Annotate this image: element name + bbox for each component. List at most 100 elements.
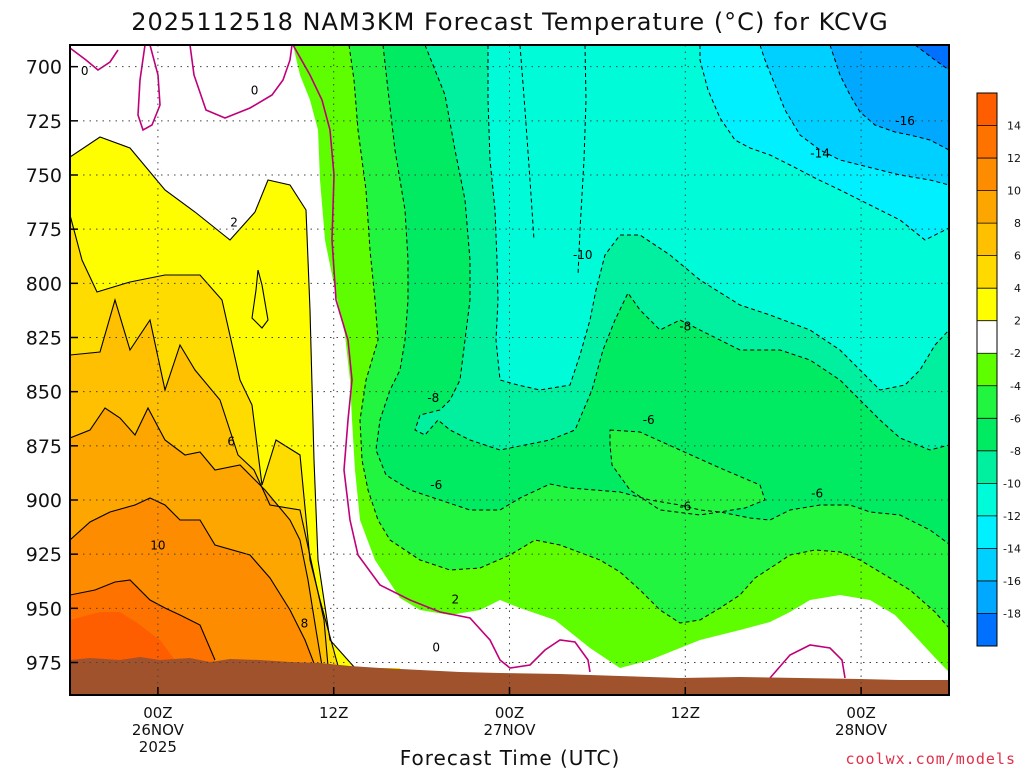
contour-line [829,45,949,151]
contour-line [70,406,323,667]
grid [70,45,949,695]
y-tick-label: 700 [26,57,62,79]
contour-line [759,45,949,186]
contour-line [70,136,356,669]
contour-label: -6 [430,478,442,492]
colorbar-swatch [977,93,997,127]
colorbar-label: 14 [1007,120,1021,133]
colorbar-swatch [977,255,997,289]
positive-contours [70,136,356,669]
contour-line [70,298,329,667]
colorbar-swatch [977,483,997,517]
contour-labels: 0 0 2 6 10 8 0 2 -8 -6 -10 -8 -6 -6 -6 -14 -16 [81,64,915,654]
contour-label: 2 [230,216,238,230]
contour-line [70,497,316,667]
contour-line [414,45,949,451]
contour-label: -6 [643,413,655,427]
x-tick-label: 2025 [139,738,177,756]
contour-line [519,45,535,241]
contour-line [70,214,339,667]
contour-label: -8 [679,320,691,334]
x-tick-label: 26NOV [132,721,185,739]
colorbar-label: 4 [1014,282,1021,295]
contour-label: 0 [432,640,440,654]
colorbar-swatch [977,320,997,354]
contour-line [137,45,161,132]
colorbar-label: 12 [1007,152,1021,165]
y-tick-label: 975 [26,653,62,675]
colorbar-swatch [977,353,997,387]
colorbar-label: -12 [1003,510,1021,523]
contour-line [70,47,119,71]
x-tick-label: 27NOV [483,721,536,739]
y-tick-label: 875 [26,436,62,458]
colorbar-label: 8 [1014,217,1021,230]
x-tick-label: 00Z [143,704,172,722]
colorbar-swatch [977,385,997,419]
contour-line [375,45,949,545]
y-tick-label: 850 [26,382,62,404]
x-axis-label: Forecast Time (UTC) [400,746,621,768]
colorbar-label: -10 [1003,477,1021,490]
colorbar-label: -4 [1010,380,1021,393]
negative-contours [348,45,949,629]
colorbar-frame [976,92,998,647]
colorbar-label: -14 [1003,542,1021,555]
y-tick-label: 825 [26,328,62,350]
x-tick-label: 00Z [846,704,875,722]
x-tick-label: 28NOV [835,721,888,739]
contour-label: -6 [679,500,691,514]
contour-label: -8 [427,391,439,405]
colorbar-swatch [977,580,997,614]
y-tick-label: 900 [26,490,62,512]
contour-label: -14 [810,146,830,160]
colorbar-label: -8 [1010,445,1021,458]
colorbar-swatch [977,288,997,322]
colorbar: 14 12 10 8 6 4 2 -2 -4 -6 -8 -10 -12 -14 -16 -18 [976,92,1021,647]
y-tick-label: 725 [26,111,62,133]
contour-line [914,45,949,71]
credit-text: coolwx.com/models [845,750,1016,768]
band-minus6-inner-pocket [610,430,765,515]
contour-line [769,644,846,679]
contour-label: 0 [81,64,89,78]
colorbar-label: 10 [1007,185,1021,198]
y-tick-label: 925 [26,544,62,566]
y-tick-label: 750 [26,165,62,187]
y-axis: 700 725 750 775 800 825 850 875 900 925 950 975 [26,57,78,675]
contour-line [699,45,949,241]
colorbar-swatch [977,613,997,647]
y-tick-label: 800 [26,273,62,295]
contour-line [348,45,949,629]
contour-label: -6 [811,487,823,501]
contour-label: 10 [150,539,165,553]
x-tick-label: 12Z [319,704,348,722]
contour-label: 8 [301,617,309,631]
colorbar-swatch [977,190,997,224]
contour-label: 6 [227,435,235,449]
chart-title: 2025112518 NAM3KM Forecast Temperature (… [131,8,889,36]
colorbar-label: -2 [1010,347,1021,360]
colorbar-swatch [977,418,997,452]
y-tick-label: 775 [26,219,62,241]
colorbar-label: -6 [1010,412,1021,425]
contour-label: 2 [451,593,459,607]
x-tick-label: 12Z [671,704,700,722]
contour-line [487,45,949,391]
contour-line [189,45,293,119]
y-tick-label: 950 [26,598,62,620]
colorbar-swatch [977,158,997,192]
plot-area [70,45,949,695]
contour-line [292,45,591,673]
contour-label: 0 [251,84,259,98]
colorbar-label: -16 [1003,575,1021,588]
colorbar-swatch [977,125,997,159]
colorbar-swatch [977,515,997,549]
colorbar-label: 2 [1014,315,1021,328]
band-minus16-to-minus18 [830,45,949,150]
contour-label: -16 [895,114,915,128]
contour-line [609,429,766,516]
zero-contours [70,45,846,679]
colorbar-swatch [977,223,997,257]
